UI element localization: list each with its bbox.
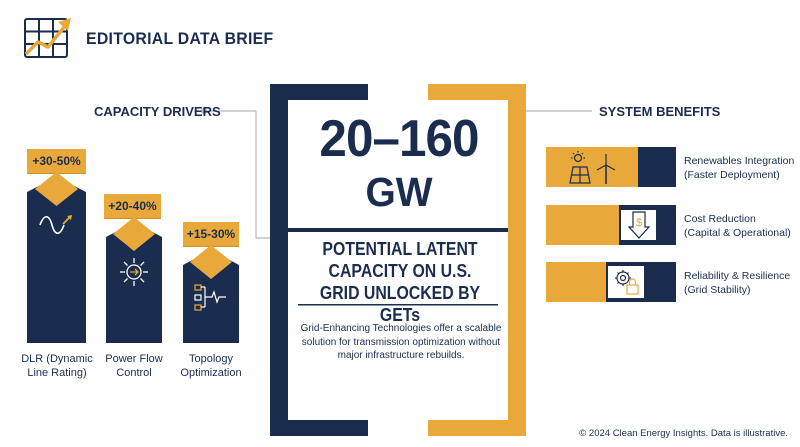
renewables-sub: (Faster Deployment)	[684, 168, 780, 181]
capacity-range-value: 20–160	[319, 110, 479, 168]
svg-text:$: $	[636, 217, 642, 229]
reliability-text: Reliability & Resilience (Grid Stability…	[684, 270, 790, 297]
dlr-badge: +30-50%	[27, 149, 86, 173]
reliability-title: Reliability & Resilience	[684, 270, 791, 282]
power-flow-bar	[106, 217, 162, 343]
solar-wind-icon	[569, 151, 616, 184]
trend-up-grid-icon	[24, 18, 71, 58]
footer-credit: © 2024 Clean Energy Insights. Data is il…	[579, 428, 788, 439]
flow-arrows-icon	[120, 258, 148, 286]
network-switch-icon	[194, 284, 226, 311]
renewables-title: Renewables Integration	[684, 155, 795, 167]
gear-lock-icon	[615, 270, 639, 295]
sine-wave-icon	[39, 215, 72, 235]
cost-reduction-text: Cost Reduction (Capital & Operational)	[684, 213, 791, 240]
renewables-text: Renewables Integration (Faster Deploymen…	[684, 155, 794, 182]
center-frame	[270, 84, 526, 436]
power-flow-label: Power Flow Control	[105, 353, 163, 379]
center-description: Grid-Enhancing Technologies offer a scal…	[300, 323, 502, 361]
renewables-bar	[546, 147, 676, 187]
reliability-sub: (Grid Stability)	[684, 283, 751, 296]
reliability-bar	[546, 262, 676, 302]
dlr-label: DLR (Dynamic Line Rating)	[21, 353, 93, 379]
dollar-down-icon	[627, 211, 651, 239]
center-headline: POTENTIAL LATENT CAPACITY ON U.S. GRID U…	[319, 239, 481, 325]
cost-reduction-title: Cost Reduction	[684, 213, 756, 225]
dlr-bar	[27, 172, 86, 343]
capacity-drivers-title: CAPACITY DRIVERS	[94, 104, 221, 119]
brand-title: EDITORIAL DATA BRIEF	[86, 29, 274, 48]
cost-reduction-sub: (Capital & Operational)	[684, 226, 791, 239]
power-flow-badge: +20-40%	[104, 194, 161, 218]
topology-label: Topology Optimization	[180, 353, 242, 379]
system-benefits-title: SYSTEM BENEFITS	[599, 104, 721, 119]
topology-badge: +15-30%	[183, 222, 239, 246]
capacity-unit: GW	[365, 169, 433, 215]
cost-reduction-bar: $	[546, 205, 676, 245]
topology-bar	[183, 245, 239, 343]
